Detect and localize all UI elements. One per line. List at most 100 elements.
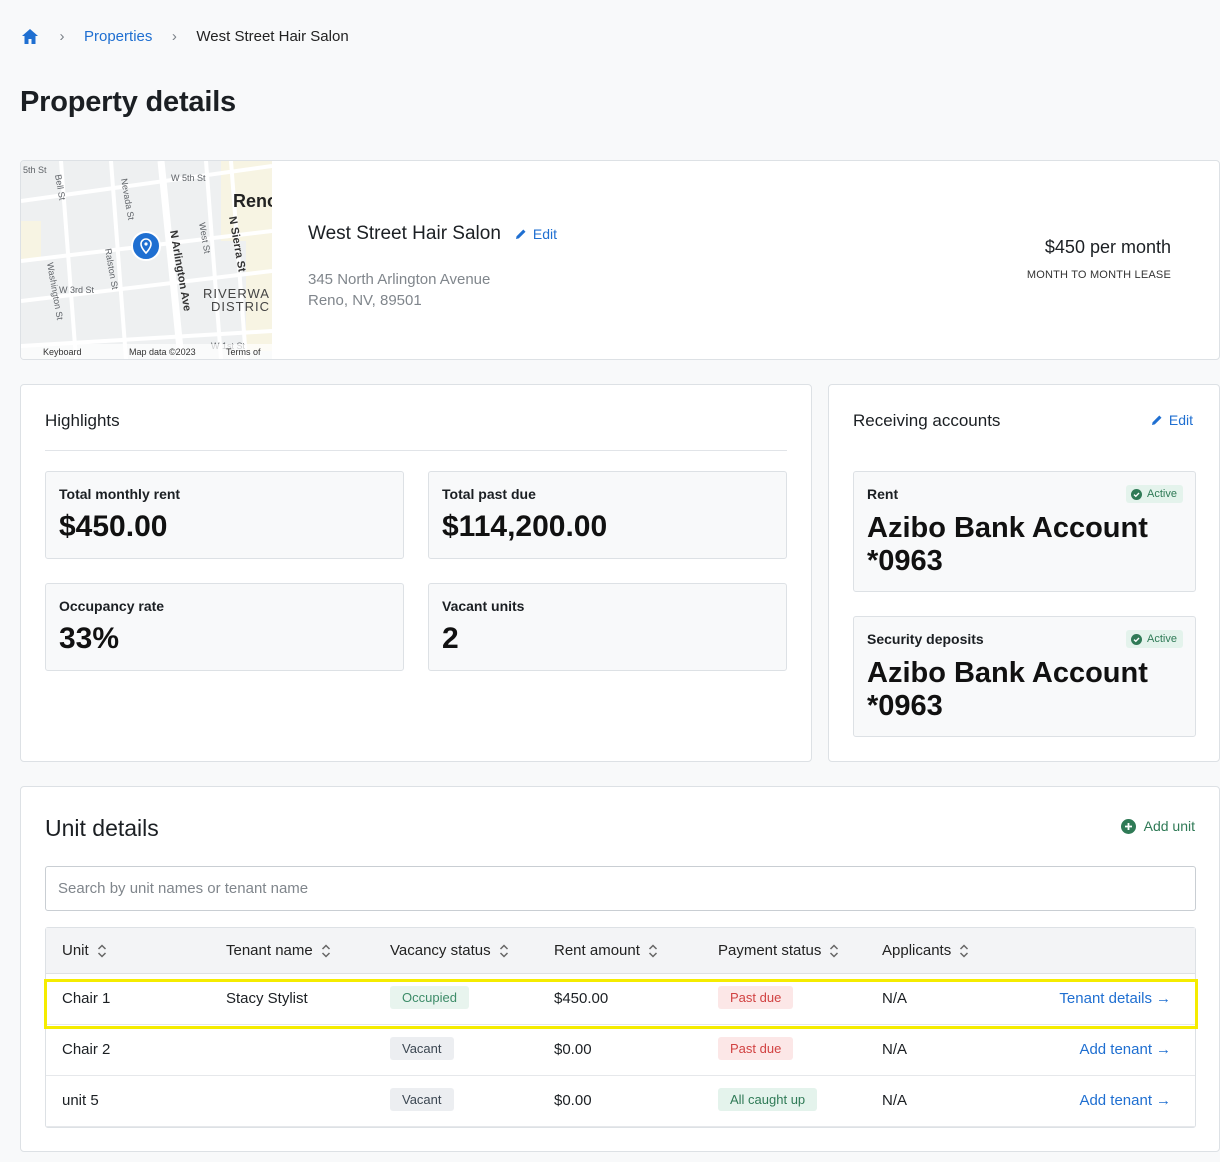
add-tenant-link[interactable]: Add tenant → (1079, 1041, 1171, 1058)
breadcrumb: › Properties › West Street Hair Salon (20, 24, 349, 48)
cell-unit: Chair 1 (62, 990, 111, 1007)
status-text: Active (1147, 633, 1177, 645)
column-header-unit[interactable]: Unit (62, 942, 107, 959)
column-label: Applicants (882, 942, 952, 959)
plus-circle-icon (1120, 818, 1136, 834)
stat-total-monthly-rent: Total monthly rent $450.00 (45, 471, 404, 559)
arrow-right-icon: → (1156, 990, 1171, 1007)
stat-total-past-due: Total past due $114,200.00 (428, 471, 787, 559)
account-label: Security deposits (867, 631, 984, 647)
property-map[interactable]: 5th St W 5th St Bell St Nevada St West S… (21, 161, 272, 359)
map-footer-data: Map data ©2023 (129, 347, 196, 357)
stat-value: 2 (442, 622, 459, 655)
sort-icon (960, 943, 969, 958)
property-card: 5th St W 5th St Bell St Nevada St West S… (20, 160, 1220, 360)
cell-tenant: Stacy Stylist (226, 990, 308, 1007)
column-label: Vacancy status (390, 942, 491, 959)
column-label: Tenant name (226, 942, 313, 959)
status-badge: Active (1126, 485, 1183, 503)
divider (45, 450, 787, 451)
column-header-vacancy-status[interactable]: Vacancy status (390, 942, 509, 959)
map-label: Reno (233, 191, 272, 211)
payment-status-badge: Past due (718, 986, 794, 1009)
vacancy-status-badge: Vacant (390, 1037, 454, 1060)
cell-unit: unit 5 (62, 1092, 99, 1109)
map-label: W 5th St (171, 173, 206, 183)
column-header-tenant-name[interactable]: Tenant name (226, 942, 331, 959)
cell-applicants: N/A (882, 1092, 908, 1109)
accounts-edit-link[interactable]: Edit (1151, 412, 1193, 428)
location-pin-icon (131, 231, 161, 261)
cell-applicants: N/A (882, 990, 908, 1007)
action-label: Tenant details (1059, 990, 1152, 1007)
account-rent: Rent Active Azibo Bank Account *0963 (853, 471, 1196, 592)
chevron-right-icon: › (59, 27, 65, 45)
stat-occupancy-rate: Occupancy rate 33% (45, 583, 404, 671)
map-label: 5th St (23, 165, 47, 175)
table-row: Chair 2 Vacant $0.00 Past due N/A Add te… (46, 1025, 1195, 1076)
receiving-accounts-title: Receiving accounts (853, 411, 1001, 430)
sort-icon (97, 943, 106, 958)
sort-icon (648, 943, 657, 958)
stat-vacant-units: Vacant units 2 (428, 583, 787, 671)
tenant-details-link[interactable]: Tenant details → (1059, 990, 1171, 1007)
stat-value: 33% (59, 622, 120, 655)
sort-icon (499, 943, 508, 958)
property-edit-link[interactable]: Edit (515, 226, 557, 242)
column-label: Unit (62, 942, 89, 959)
account-label: Rent (867, 486, 899, 502)
breadcrumb-current: West Street Hair Salon (196, 27, 349, 45)
property-rent: $450 per month (1044, 237, 1171, 257)
stat-label: Occupancy rate (59, 598, 165, 614)
home-icon[interactable] (20, 26, 40, 46)
property-name: West Street Hair Salon (308, 223, 501, 244)
edit-label: Edit (1168, 412, 1193, 428)
column-header-payment-status[interactable]: Payment status (718, 942, 839, 959)
unit-details-card: Unit details Add unit Unit Tenant name V… (20, 786, 1220, 1152)
map-label: Bell St (53, 174, 67, 202)
column-label: Rent amount (554, 942, 640, 959)
map-label: RIVERWA (203, 286, 270, 301)
unit-details-title: Unit details (45, 815, 159, 841)
sort-icon (321, 943, 330, 958)
address-line-2: Reno, NV, 89501 (308, 292, 422, 309)
add-unit-button[interactable]: Add unit (1120, 818, 1195, 834)
pencil-icon (1151, 415, 1162, 425)
status-badge: Active (1126, 630, 1183, 648)
cell-rent: $0.00 (554, 1041, 592, 1058)
column-header-rent-amount[interactable]: Rent amount (554, 942, 658, 959)
action-label: Add tenant (1079, 1041, 1152, 1058)
table-header: Unit Tenant name Vacancy status Rent amo… (46, 928, 1195, 974)
chevron-right-icon: › (171, 27, 177, 45)
breadcrumb-properties[interactable]: Properties (84, 27, 153, 45)
vacancy-status-badge: Vacant (390, 1088, 454, 1111)
stat-value: $450.00 (59, 510, 168, 543)
column-header-applicants[interactable]: Applicants (882, 942, 969, 959)
page-title: Property details (20, 86, 236, 118)
check-circle-icon (1131, 488, 1143, 500)
sort-icon (830, 943, 839, 958)
status-text: Active (1147, 488, 1177, 500)
stat-label: Total monthly rent (59, 486, 181, 502)
address-line-1: 345 North Arlington Avenue (308, 271, 491, 288)
column-label: Payment status (718, 942, 822, 959)
cell-unit: Chair 2 (62, 1041, 111, 1058)
table-row: Chair 1 Stacy Stylist Occupied $450.00 P… (46, 974, 1195, 1025)
stat-value: $114,200.00 (442, 510, 608, 543)
map-footer-terms: Terms of (226, 347, 261, 357)
add-tenant-link[interactable]: Add tenant → (1079, 1092, 1171, 1109)
highlights-card: Highlights Total monthly rent $450.00 To… (20, 384, 812, 762)
pencil-icon (515, 229, 526, 239)
cell-rent: $0.00 (554, 1092, 592, 1109)
unit-search-input[interactable] (45, 866, 1196, 911)
account-name: Azibo Bank Account *0963 (867, 657, 1148, 722)
table-row: unit 5 Vacant $0.00 All caught up N/A Ad… (46, 1076, 1195, 1127)
payment-status-badge: Past due (718, 1037, 794, 1060)
stat-label: Vacant units (442, 598, 525, 614)
units-table: Unit Tenant name Vacancy status Rent amo… (44, 927, 1198, 1128)
add-unit-label: Add unit (1143, 818, 1195, 834)
account-name: Azibo Bank Account *0963 (867, 512, 1148, 577)
cell-rent: $450.00 (554, 990, 609, 1007)
arrow-right-icon: → (1156, 1092, 1171, 1109)
action-label: Add tenant (1079, 1092, 1152, 1109)
